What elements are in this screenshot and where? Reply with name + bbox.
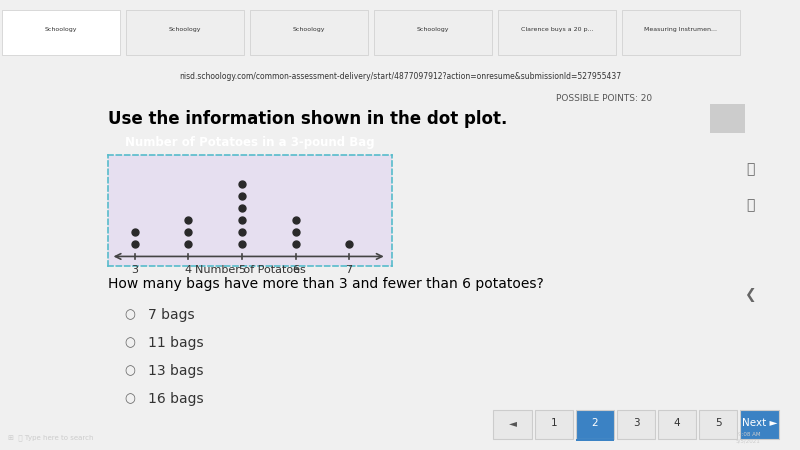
Text: nisd.schoology.com/common-assessment-delivery/start/4877097912?action=onresume&s: nisd.schoology.com/common-assessment-del… — [179, 72, 621, 81]
Text: Schoology: Schoology — [417, 27, 449, 32]
FancyBboxPatch shape — [494, 410, 532, 439]
Text: Clarence buys a 20 p...: Clarence buys a 20 p... — [521, 27, 593, 32]
Text: How many bags have more than 3 and fewer than 6 potatoes?: How many bags have more than 3 and fewer… — [108, 277, 544, 291]
FancyBboxPatch shape — [617, 410, 655, 439]
Text: Use the information shown in the dot plot.: Use the information shown in the dot plo… — [108, 110, 507, 128]
Text: 9:08 AM
5/5/2021: 9:08 AM 5/5/2021 — [735, 432, 760, 443]
Text: 7: 7 — [346, 265, 353, 275]
Text: 1: 1 — [550, 418, 557, 428]
FancyBboxPatch shape — [126, 10, 244, 55]
Text: Schoology: Schoology — [45, 27, 77, 32]
Text: Schoology: Schoology — [293, 27, 325, 32]
Text: POSSIBLE POINTS: 20: POSSIBLE POINTS: 20 — [556, 94, 652, 103]
FancyBboxPatch shape — [576, 410, 614, 439]
Text: ⓘ: ⓘ — [746, 162, 754, 176]
Text: Schoology: Schoology — [169, 27, 201, 32]
FancyBboxPatch shape — [658, 410, 696, 439]
Text: ○: ○ — [124, 308, 135, 321]
Text: Number of Potatoes: Number of Potatoes — [194, 265, 306, 275]
Text: Next ►: Next ► — [742, 418, 777, 428]
Bar — [576, 439, 614, 441]
Text: 3: 3 — [633, 418, 639, 428]
Text: 2: 2 — [591, 418, 598, 428]
Text: 5: 5 — [715, 418, 722, 428]
FancyBboxPatch shape — [2, 10, 120, 55]
FancyBboxPatch shape — [710, 104, 745, 133]
Text: 7 bags: 7 bags — [148, 308, 194, 322]
Text: 11 bags: 11 bags — [148, 336, 204, 350]
Text: 16 bags: 16 bags — [148, 392, 204, 406]
FancyBboxPatch shape — [699, 410, 738, 439]
Text: 13 bags: 13 bags — [148, 364, 203, 378]
FancyBboxPatch shape — [498, 10, 616, 55]
Text: ❮: ❮ — [744, 288, 756, 302]
Text: Number of Potatoes in a 3-pound Bag: Number of Potatoes in a 3-pound Bag — [125, 136, 375, 149]
Text: Measuring Instrumen...: Measuring Instrumen... — [644, 27, 718, 32]
Text: 4: 4 — [185, 265, 192, 275]
Text: ○: ○ — [124, 336, 135, 349]
Text: 5: 5 — [238, 265, 246, 275]
Text: ○: ○ — [124, 364, 135, 377]
Text: ○: ○ — [124, 392, 135, 405]
FancyBboxPatch shape — [740, 410, 778, 439]
FancyBboxPatch shape — [374, 10, 492, 55]
Text: ⊞  🔍 Type here to search: ⊞ 🔍 Type here to search — [8, 434, 94, 441]
Text: ⛶: ⛶ — [746, 198, 754, 212]
FancyBboxPatch shape — [534, 410, 573, 439]
FancyBboxPatch shape — [250, 10, 368, 55]
Text: 3: 3 — [131, 265, 138, 275]
Text: ◄: ◄ — [509, 418, 517, 428]
FancyBboxPatch shape — [622, 10, 740, 55]
Text: 4: 4 — [674, 418, 681, 428]
Text: 6: 6 — [292, 265, 299, 275]
